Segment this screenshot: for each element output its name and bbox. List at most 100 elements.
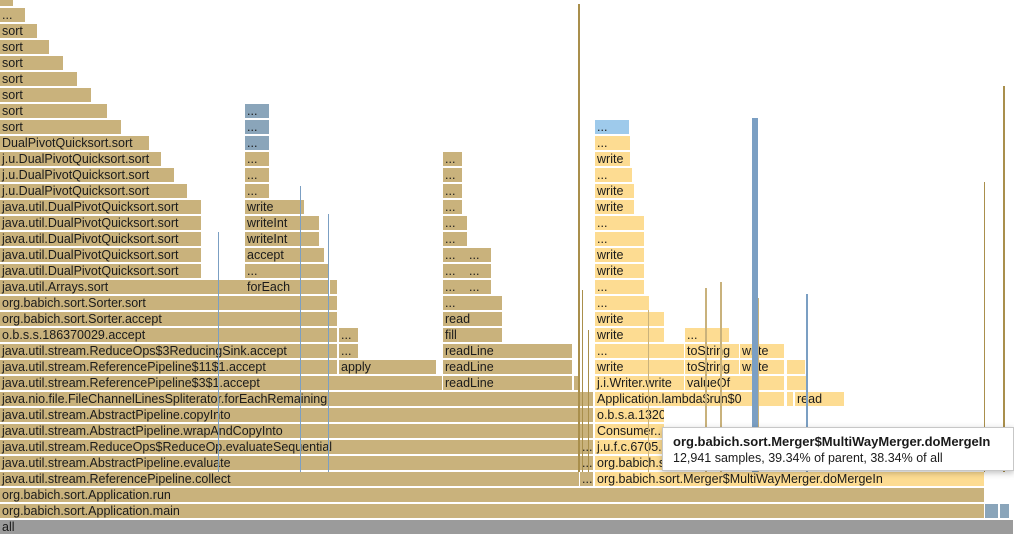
flame-frame[interactable]: write (740, 360, 785, 375)
flame-frame[interactable]: ... (245, 136, 270, 151)
flame-frame[interactable]: ... (685, 328, 730, 343)
flame-frame[interactable]: sort (0, 40, 50, 55)
flame-frame[interactable]: java.util.stream.ReferencePipeline$3$1.a… (0, 376, 443, 391)
flame-frame[interactable]: ... (443, 216, 468, 231)
flame-frame[interactable]: ... (339, 344, 359, 359)
flame-frame[interactable]: ... (443, 184, 463, 199)
flame-frame[interactable]: sort (0, 24, 38, 39)
flame-frame[interactable]: ... (467, 280, 492, 295)
flame-frame[interactable]: java.util.stream.ReferencePipeline.colle… (0, 472, 580, 487)
flame-frame[interactable]: ... (245, 120, 270, 135)
flame-frame[interactable] (580, 392, 594, 407)
flame-frame[interactable]: java.util.stream.ReduceOps$3ReducingSink… (0, 344, 338, 359)
flame-frame[interactable]: j.u.DualPivotQuicksort.sort (0, 152, 162, 167)
flame-frame[interactable]: write (595, 264, 645, 279)
flame-frame[interactable] (0, 0, 14, 7)
flame-frame[interactable]: ... (443, 232, 468, 247)
flame-frame[interactable]: ... (595, 136, 631, 151)
flame-frame-spike[interactable] (578, 4, 580, 472)
flame-frame[interactable]: ... (245, 184, 270, 199)
flame-frame[interactable]: java.util.stream.AbstractPipeline.evalua… (0, 456, 580, 471)
flame-frame[interactable]: ... (443, 152, 463, 167)
flame-frame[interactable]: ... (245, 104, 270, 119)
flame-frame-spike[interactable] (1003, 86, 1005, 472)
flame-frame[interactable]: j.i.Writer.write (595, 376, 685, 391)
flame-frame-spike[interactable] (300, 186, 301, 472)
flame-frame[interactable]: ... (443, 168, 463, 183)
flame-frame[interactable]: Consumer... (595, 424, 665, 439)
flame-frame-spike[interactable] (705, 288, 707, 472)
flame-frame[interactable]: toString (685, 344, 740, 359)
flame-frame-spike[interactable] (758, 298, 759, 472)
flame-frame[interactable]: ... (0, 8, 26, 23)
flame-frame[interactable]: ... (245, 168, 270, 183)
flame-frame[interactable] (985, 504, 999, 519)
flame-frame[interactable]: java.util.DualPivotQuicksort.sort (0, 200, 202, 215)
flame-frame[interactable]: org.babich.sort.Application.main (0, 504, 985, 519)
flame-frame[interactable]: ... (595, 216, 645, 231)
flame-frame[interactable]: fill (443, 328, 503, 343)
flame-frame[interactable]: accept (245, 248, 325, 263)
flame-frame[interactable]: ... (467, 264, 492, 279)
flame-frame[interactable]: java.util.DualPivotQuicksort.sort (0, 216, 202, 231)
flame-frame[interactable]: all (0, 520, 1014, 535)
flame-frame[interactable]: java.util.DualPivotQuicksort.sort (0, 248, 202, 263)
flame-frame[interactable]: java.util.stream.AbstractPipeline.copyIn… (0, 408, 580, 423)
flame-frame[interactable] (787, 376, 808, 391)
flame-frame[interactable]: sort (0, 72, 78, 87)
flame-frame[interactable]: ... (595, 280, 645, 295)
flame-frame[interactable]: java.nio.file.FileChannelLinesSpliterato… (0, 392, 580, 407)
flame-frame[interactable]: ... (443, 248, 468, 263)
flame-frame[interactable]: write (595, 152, 631, 167)
flame-frame[interactable]: java.util.stream.AbstractPipeline.wrapAn… (0, 424, 580, 439)
flame-frame-spike[interactable] (648, 310, 649, 472)
flame-frame[interactable]: ... (595, 120, 630, 135)
flame-frame-spike[interactable] (984, 182, 985, 472)
flame-frame[interactable]: ... (595, 344, 685, 359)
flame-frame[interactable]: sort (0, 120, 122, 135)
flame-frame[interactable]: forEach (245, 280, 330, 295)
flame-frame[interactable]: java.util.stream.ReferencePipeline$11$1.… (0, 360, 338, 375)
flame-frame[interactable]: ... (580, 456, 594, 471)
flame-frame[interactable]: write (595, 248, 645, 263)
flame-frame[interactable]: valueOf (685, 376, 785, 391)
flame-frame[interactable]: write (595, 200, 635, 215)
flame-frame[interactable]: ... (443, 296, 503, 311)
flame-frame[interactable]: write (595, 360, 685, 375)
flame-frame-spike[interactable] (752, 118, 758, 472)
flame-frame-spike[interactable] (806, 294, 808, 472)
flame-frame[interactable]: write (595, 184, 635, 199)
flame-frame[interactable]: sort (0, 104, 108, 119)
flame-frame[interactable]: write (595, 328, 665, 343)
flame-frame[interactable]: ... (443, 280, 468, 295)
flame-frame-spike[interactable] (720, 282, 722, 472)
flame-frame[interactable]: o.b.s.a.1320... (595, 408, 665, 423)
flame-frame[interactable]: ... (245, 152, 270, 167)
flame-frame[interactable]: sort (0, 88, 92, 103)
flame-frame[interactable]: readLine (443, 376, 573, 391)
flame-frame[interactable]: org.babich.sort.Merger$MultiWayMerger.do… (595, 472, 985, 487)
flame-frame[interactable]: j.u.DualPivotQuicksort.sort (0, 184, 188, 199)
flame-frame[interactable]: readLine (443, 344, 573, 359)
flame-frame[interactable]: apply (339, 360, 437, 375)
flame-frame[interactable]: java.util.DualPivotQuicksort.sort (0, 232, 202, 247)
flame-frame[interactable]: writeInt (245, 216, 320, 231)
flame-frame[interactable]: ... (245, 264, 330, 279)
flame-frame[interactable]: o.b.s.s.186370029.accept (0, 328, 338, 343)
flame-frame[interactable]: ... (580, 440, 594, 455)
flame-frame[interactable]: ... (339, 328, 359, 343)
flame-frame-spike[interactable] (588, 330, 589, 472)
flame-frame[interactable]: org.babich.sort.Sorter.sort (0, 296, 338, 311)
flame-frame[interactable]: DualPivotQuicksort.sort (0, 136, 150, 151)
flame-frame-spike[interactable] (328, 214, 329, 472)
flame-frame[interactable]: j.u.f.c.6705... (595, 440, 665, 455)
flame-frame-spike[interactable] (582, 290, 583, 472)
flame-frame[interactable] (580, 424, 594, 439)
flame-frame[interactable] (1000, 504, 1010, 519)
flame-frame[interactable]: readLine (443, 360, 573, 375)
flame-frame[interactable]: write (245, 200, 305, 215)
flame-frame[interactable]: write (740, 344, 785, 359)
flame-frame[interactable]: org.babich.sort.Sorter.accept (0, 312, 338, 327)
flame-frame[interactable] (787, 392, 794, 407)
flame-frame[interactable]: sort (0, 56, 64, 71)
